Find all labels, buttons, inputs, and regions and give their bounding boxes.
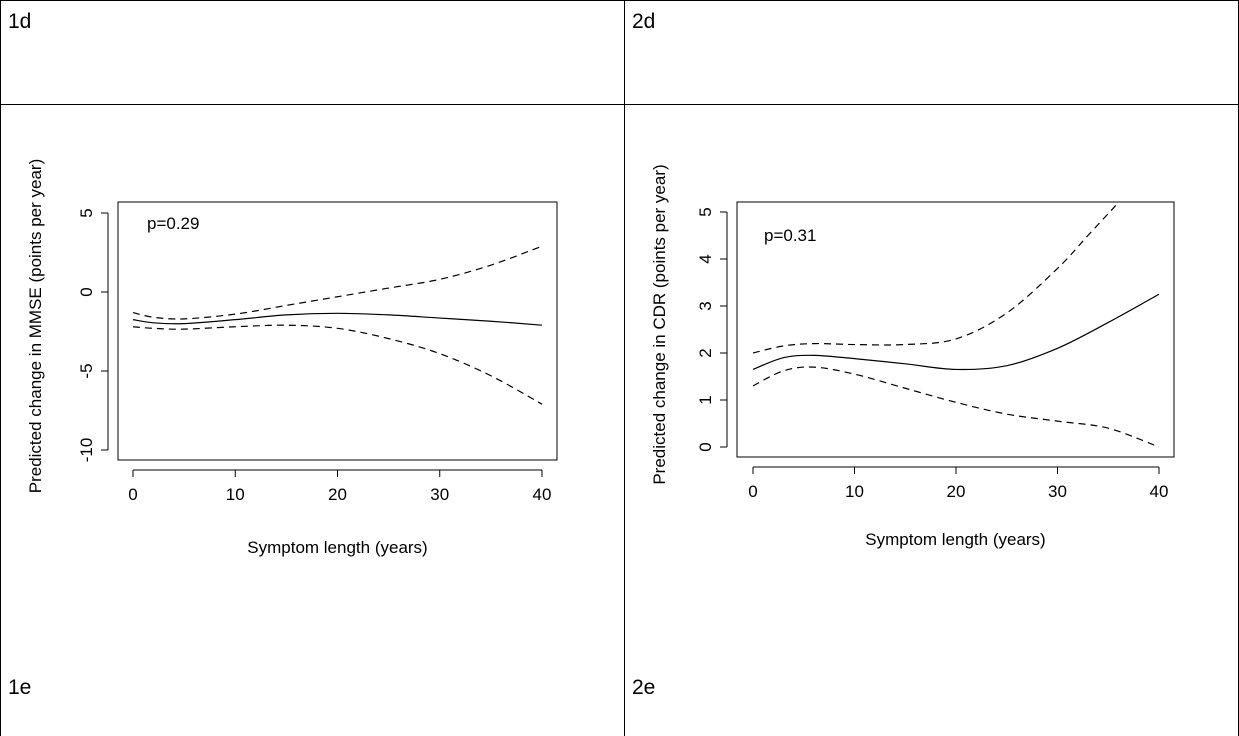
x-tick-label: 40 bbox=[533, 485, 552, 504]
y-tick-label: 2 bbox=[696, 348, 715, 357]
plot-frame bbox=[117, 201, 558, 461]
series-line-upper bbox=[752, 202, 1119, 354]
y-tick-label: 1 bbox=[696, 395, 715, 404]
x-axis-title: Symptom length (years) bbox=[247, 538, 427, 557]
plot-frame bbox=[736, 201, 1175, 458]
y-tick-label: 0 bbox=[77, 287, 96, 296]
y-tick-label: 4 bbox=[696, 254, 715, 263]
mmse-chart: 0 10 20 30 40 -10 -5 0 5 Symptom length (years) Pr… bbox=[26, 159, 558, 557]
series-line-estimate bbox=[752, 293, 1160, 371]
cell-label-1d: 1d bbox=[8, 10, 32, 33]
series-group bbox=[752, 202, 1160, 448]
table-row-divider bbox=[0, 104, 1239, 105]
y-tick-label: -10 bbox=[77, 438, 96, 463]
x-axis-title: Symptom length (years) bbox=[865, 530, 1045, 549]
x-tick-label: 0 bbox=[128, 485, 137, 504]
y-tick-label: -5 bbox=[77, 363, 96, 378]
y-tick-label: 5 bbox=[696, 207, 715, 216]
cell-label-2e: 2e bbox=[632, 676, 656, 699]
table-border-middle bbox=[624, 0, 625, 736]
y-tick-label: 5 bbox=[77, 208, 96, 217]
y-tick-label: 0 bbox=[696, 442, 715, 451]
x-tick-label: 20 bbox=[328, 485, 347, 504]
series-line-lower bbox=[752, 366, 1160, 448]
cell-label-1e: 1e bbox=[8, 676, 32, 699]
series-line-estimate bbox=[132, 312, 543, 326]
series-line-lower bbox=[132, 324, 543, 405]
table-border-top bbox=[0, 0, 1239, 1]
x-tick-label: 10 bbox=[845, 482, 864, 501]
y-axis-title: Predicted change in CDR (points per year… bbox=[650, 164, 669, 484]
cell-label-2d: 2d bbox=[632, 10, 656, 33]
x-tick-label: 30 bbox=[430, 485, 449, 504]
y-axis-title: Predicted change in MMSE (points per yea… bbox=[26, 159, 45, 494]
p-value-annotation: p=0.31 bbox=[764, 226, 816, 245]
p-value-annotation: p=0.29 bbox=[147, 214, 199, 233]
table-border-left bbox=[0, 0, 1, 736]
x-tick-label: 40 bbox=[1150, 482, 1169, 501]
series-line-upper bbox=[132, 245, 543, 320]
series-group bbox=[132, 245, 543, 405]
y-tick-label: 3 bbox=[696, 301, 715, 310]
x-tick-label: 20 bbox=[947, 482, 966, 501]
x-tick-label: 30 bbox=[1048, 482, 1067, 501]
x-tick-label: 0 bbox=[748, 482, 757, 501]
cdr-chart: 0 10 20 30 40 0 1 2 3 4 5 Symptom length (years) Pre… bbox=[650, 164, 1175, 549]
x-tick-label: 10 bbox=[226, 485, 245, 504]
